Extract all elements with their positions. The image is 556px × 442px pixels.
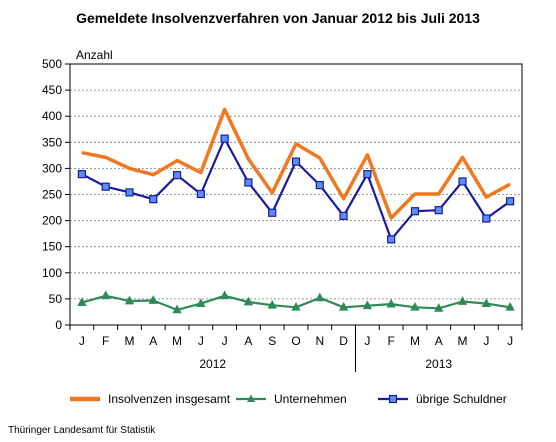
legend-label: Insolvenzen insgesamt (108, 392, 231, 406)
x-tick-label: J (483, 334, 489, 348)
source-note: Thüringer Landesamt für Statistik (8, 425, 156, 436)
data-point (387, 235, 396, 244)
data-point (172, 304, 182, 314)
data-point (101, 182, 110, 191)
data-point (434, 302, 444, 312)
x-tick-label: F (102, 334, 109, 348)
data-point (196, 189, 205, 199)
x-tick-label: M (124, 334, 134, 348)
y-tick-label: 400 (42, 109, 62, 123)
legend-item: Insolvenzen insgesamt (70, 392, 231, 406)
chart-title: Gemeldete Insolvenzverfahren von Januar … (76, 10, 480, 26)
data-point (315, 292, 325, 302)
x-tick-label: O (291, 334, 300, 348)
x-tick-label: A (435, 334, 443, 348)
legend-marker (247, 394, 255, 402)
data-point (148, 295, 158, 304)
y-tick-label: 500 (42, 57, 62, 71)
data-point (101, 290, 111, 300)
data-point (243, 296, 254, 306)
data-point (149, 195, 158, 204)
data-point (457, 296, 468, 305)
legend-marker (388, 394, 398, 404)
data-point (338, 301, 349, 311)
data-point (196, 298, 206, 307)
y-tick-label: 200 (42, 214, 62, 228)
data-point (219, 290, 230, 300)
y-tick-label: 150 (42, 240, 62, 254)
data-point (77, 170, 86, 179)
y-tick-label: 100 (42, 266, 62, 280)
legend-item: übrige Schuldner (378, 392, 507, 406)
data-point (291, 301, 301, 311)
legend-item: Unternehmen (236, 392, 347, 406)
x-tick-label: M (458, 334, 468, 348)
data-point (481, 298, 491, 307)
x-tick-label: F (387, 334, 394, 348)
data-point (458, 177, 467, 186)
series-2 (77, 134, 515, 244)
y-tick-label: 50 (49, 292, 63, 306)
data-point (506, 197, 515, 206)
data-point (244, 178, 253, 187)
data-point (505, 301, 515, 311)
legend-label: Unternehmen (274, 392, 347, 406)
y-tick-label: 350 (42, 135, 62, 149)
data-point (220, 134, 229, 143)
year-label: 2012 (199, 357, 226, 371)
x-tick-label: J (222, 334, 228, 348)
data-point (315, 181, 324, 190)
x-tick-label: M (172, 334, 182, 348)
data-point (77, 297, 87, 306)
x-tick-label: D (339, 334, 348, 348)
data-point (363, 170, 372, 179)
x-tick-label: M (410, 334, 420, 348)
data-point (362, 300, 373, 310)
data-point (291, 157, 301, 166)
x-tick-label: A (244, 334, 252, 348)
x-tick-label: J (79, 334, 85, 348)
x-tick-label: A (149, 334, 157, 348)
series-0 (81, 107, 511, 220)
data-point (410, 301, 420, 311)
series-line (81, 107, 511, 220)
data-point (124, 295, 135, 305)
x-tick-label: N (315, 334, 324, 348)
y-tick-label: 450 (42, 83, 62, 97)
x-tick-label: J (364, 334, 370, 348)
data-point (125, 188, 134, 197)
y-tick-label: 300 (42, 161, 62, 175)
data-point (268, 208, 277, 217)
series-1 (77, 290, 515, 314)
data-point (434, 206, 443, 215)
x-tick-label: S (268, 334, 276, 348)
x-tick-label: J (507, 334, 513, 348)
y-tick-label: 250 (42, 188, 62, 202)
legend-label: übrige Schuldner (416, 392, 507, 406)
year-label: 2013 (425, 357, 452, 371)
y-tick-label: 0 (55, 318, 62, 332)
x-tick-label: J (198, 334, 204, 348)
data-point (410, 207, 420, 216)
data-point (267, 299, 277, 309)
y-axis-label: Anzahl (76, 48, 113, 62)
data-point (482, 214, 491, 223)
data-point (339, 211, 348, 221)
data-point (386, 298, 396, 308)
data-point (172, 171, 182, 180)
